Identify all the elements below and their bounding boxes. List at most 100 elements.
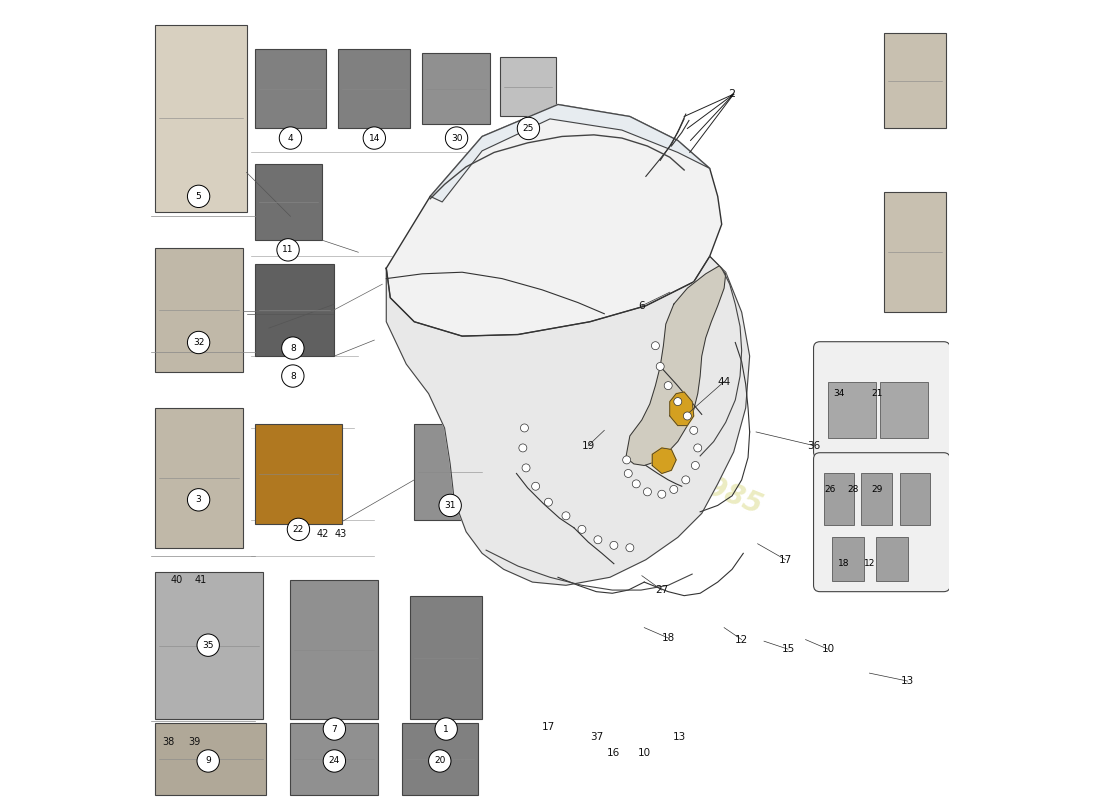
Text: 14: 14	[368, 134, 379, 142]
Text: 42: 42	[316, 529, 329, 539]
Text: 25: 25	[522, 124, 535, 133]
FancyBboxPatch shape	[410, 596, 482, 719]
Circle shape	[594, 536, 602, 544]
Circle shape	[682, 476, 690, 484]
Circle shape	[439, 494, 461, 517]
Circle shape	[651, 342, 659, 350]
Text: 34: 34	[834, 389, 845, 398]
Text: 13: 13	[901, 676, 914, 686]
Circle shape	[363, 127, 385, 150]
Circle shape	[670, 486, 678, 494]
Circle shape	[323, 750, 345, 772]
FancyBboxPatch shape	[814, 342, 950, 458]
Text: 22: 22	[293, 525, 304, 534]
Circle shape	[287, 518, 309, 541]
Text: 31: 31	[444, 501, 455, 510]
Text: 35: 35	[202, 641, 213, 650]
Text: 29: 29	[871, 485, 883, 494]
Text: 40: 40	[170, 574, 183, 585]
FancyBboxPatch shape	[415, 424, 486, 520]
Circle shape	[187, 489, 210, 511]
FancyBboxPatch shape	[828, 382, 876, 438]
Text: 44: 44	[717, 377, 730, 386]
Text: 39: 39	[188, 737, 200, 747]
Text: 17: 17	[779, 554, 792, 565]
Polygon shape	[386, 256, 750, 586]
Text: 20: 20	[434, 757, 446, 766]
Circle shape	[197, 750, 219, 772]
FancyBboxPatch shape	[155, 248, 242, 372]
Circle shape	[429, 750, 451, 772]
Text: 36: 36	[807, 441, 821, 450]
FancyBboxPatch shape	[832, 538, 864, 582]
Text: 19: 19	[582, 441, 595, 450]
FancyBboxPatch shape	[824, 474, 855, 526]
Text: 24: 24	[329, 757, 340, 766]
Text: 8: 8	[290, 343, 296, 353]
FancyBboxPatch shape	[155, 25, 246, 212]
FancyBboxPatch shape	[155, 408, 242, 548]
Circle shape	[277, 238, 299, 261]
Circle shape	[609, 542, 618, 550]
Text: 8: 8	[290, 371, 296, 381]
Text: 6: 6	[638, 301, 646, 310]
Circle shape	[674, 398, 682, 406]
Text: 4: 4	[287, 134, 294, 142]
Text: 13: 13	[673, 732, 686, 742]
Circle shape	[544, 498, 552, 506]
Text: 27: 27	[656, 585, 669, 595]
Circle shape	[562, 512, 570, 520]
Text: 28: 28	[848, 485, 859, 494]
Circle shape	[531, 482, 540, 490]
Polygon shape	[430, 105, 710, 202]
FancyBboxPatch shape	[254, 165, 322, 240]
Circle shape	[626, 544, 634, 552]
Circle shape	[434, 718, 458, 740]
Circle shape	[517, 118, 540, 140]
Text: 38: 38	[162, 737, 175, 747]
Text: 10: 10	[638, 748, 651, 758]
FancyBboxPatch shape	[883, 33, 946, 129]
FancyBboxPatch shape	[155, 572, 263, 719]
Circle shape	[623, 456, 630, 464]
FancyBboxPatch shape	[861, 474, 892, 526]
Text: 21: 21	[871, 389, 883, 398]
Text: 12: 12	[864, 559, 876, 568]
FancyBboxPatch shape	[290, 580, 378, 719]
Text: 18: 18	[838, 559, 849, 568]
Text: 12: 12	[735, 634, 748, 645]
FancyBboxPatch shape	[403, 723, 478, 795]
FancyBboxPatch shape	[339, 49, 410, 129]
Text: 1: 1	[443, 725, 449, 734]
FancyBboxPatch shape	[880, 382, 927, 438]
Text: 11: 11	[283, 246, 294, 254]
Circle shape	[625, 470, 632, 478]
FancyBboxPatch shape	[900, 474, 931, 526]
Polygon shape	[652, 448, 676, 474]
Circle shape	[323, 718, 345, 740]
FancyBboxPatch shape	[254, 264, 334, 356]
FancyBboxPatch shape	[254, 49, 327, 129]
Text: 10: 10	[822, 644, 835, 654]
Text: 7: 7	[331, 725, 338, 734]
Circle shape	[282, 337, 304, 359]
Text: 43: 43	[334, 529, 346, 539]
Circle shape	[683, 412, 692, 420]
FancyBboxPatch shape	[422, 53, 491, 125]
Text: 41: 41	[194, 574, 207, 585]
Text: Desig  since 1985: Desig since 1985	[502, 391, 767, 520]
FancyBboxPatch shape	[876, 538, 907, 582]
Circle shape	[522, 464, 530, 472]
Polygon shape	[626, 266, 726, 466]
Text: 18: 18	[661, 633, 674, 643]
Text: 15: 15	[781, 644, 794, 654]
Circle shape	[644, 488, 651, 496]
Circle shape	[664, 382, 672, 390]
Text: 26: 26	[825, 485, 836, 494]
Text: 9: 9	[206, 757, 211, 766]
Text: 32: 32	[192, 338, 205, 347]
Polygon shape	[670, 392, 694, 426]
Circle shape	[197, 634, 219, 656]
FancyBboxPatch shape	[155, 723, 266, 795]
FancyBboxPatch shape	[254, 424, 342, 524]
